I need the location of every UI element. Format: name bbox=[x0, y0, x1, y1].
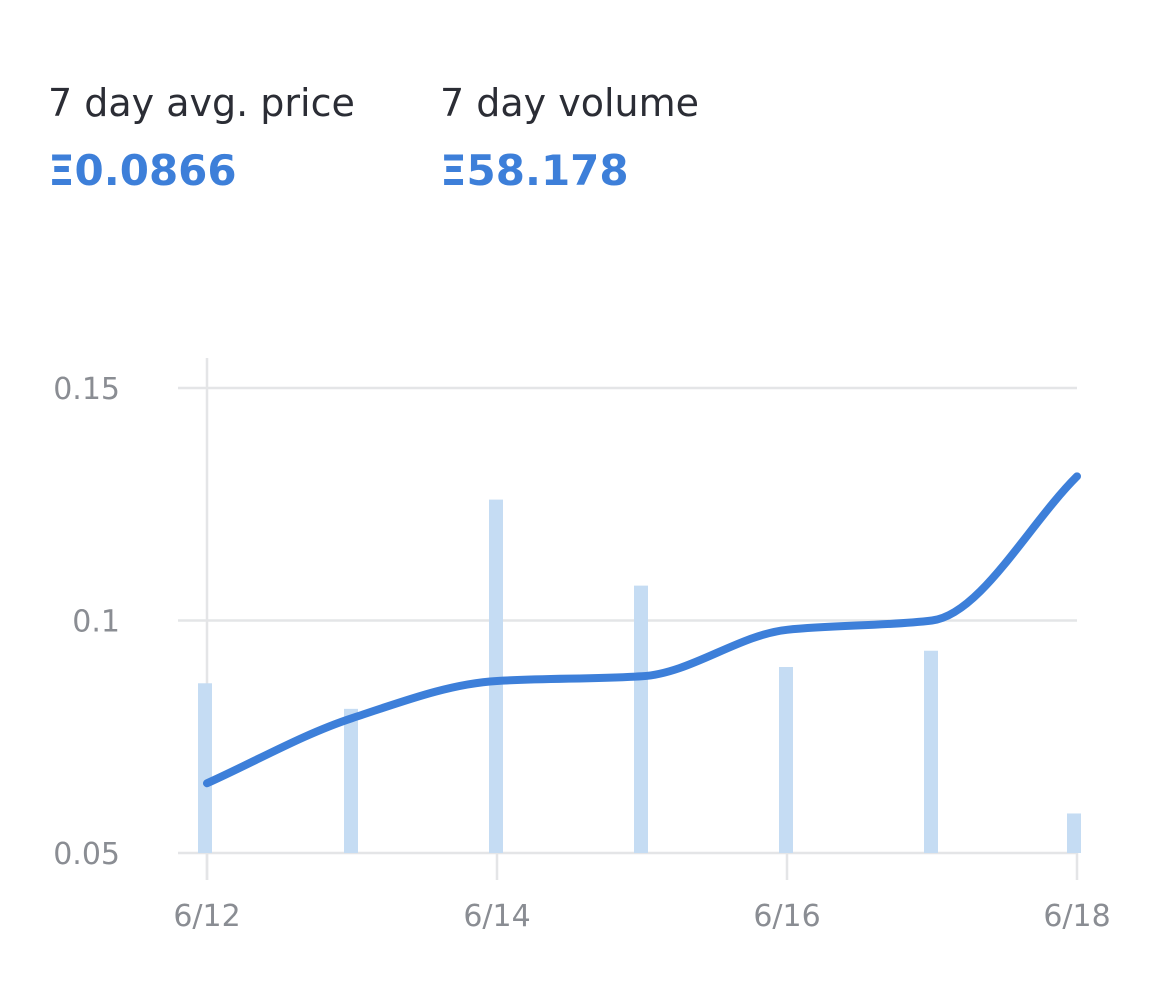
price-line bbox=[203, 472, 1081, 788]
y-axis-ticks: 0.15 0.1 0.05 bbox=[53, 372, 120, 872]
stats-header: 7 day avg. price Ξ0.0866 7 day volume Ξ5… bbox=[48, 78, 1128, 208]
y-tick-label: 0.05 bbox=[53, 837, 120, 872]
y-tick-label: 0.1 bbox=[72, 605, 120, 640]
volume-label: 7 day volume bbox=[440, 81, 700, 125]
avg-price-stat: 7 day avg. price Ξ0.0866 bbox=[48, 78, 355, 200]
volume-bar bbox=[344, 708, 358, 853]
price-line-layer bbox=[203, 472, 1081, 788]
volume-bar bbox=[489, 499, 503, 853]
volume-value: Ξ58.178 bbox=[440, 146, 629, 195]
volume-stat: 7 day volume Ξ58.178 bbox=[440, 78, 699, 200]
x-tick-label: 6/16 bbox=[753, 899, 820, 934]
volume-bar bbox=[634, 585, 648, 853]
x-tick-label: 6/12 bbox=[173, 899, 240, 934]
x-axis-ticks: 6/12 6/14 6/16 6/18 bbox=[173, 899, 1110, 934]
volume-bar bbox=[779, 667, 793, 853]
avg-price-value: Ξ0.0866 bbox=[48, 146, 237, 195]
volume-bar bbox=[198, 683, 212, 853]
volume-bars bbox=[198, 499, 1081, 853]
volume-bar bbox=[924, 650, 938, 853]
avg-price-label: 7 day avg. price bbox=[48, 81, 355, 125]
x-tick-label: 6/18 bbox=[1043, 899, 1110, 934]
y-tick-label: 0.15 bbox=[53, 372, 120, 407]
x-tick-label: 6/14 bbox=[463, 899, 530, 934]
volume-bar bbox=[1067, 813, 1081, 853]
